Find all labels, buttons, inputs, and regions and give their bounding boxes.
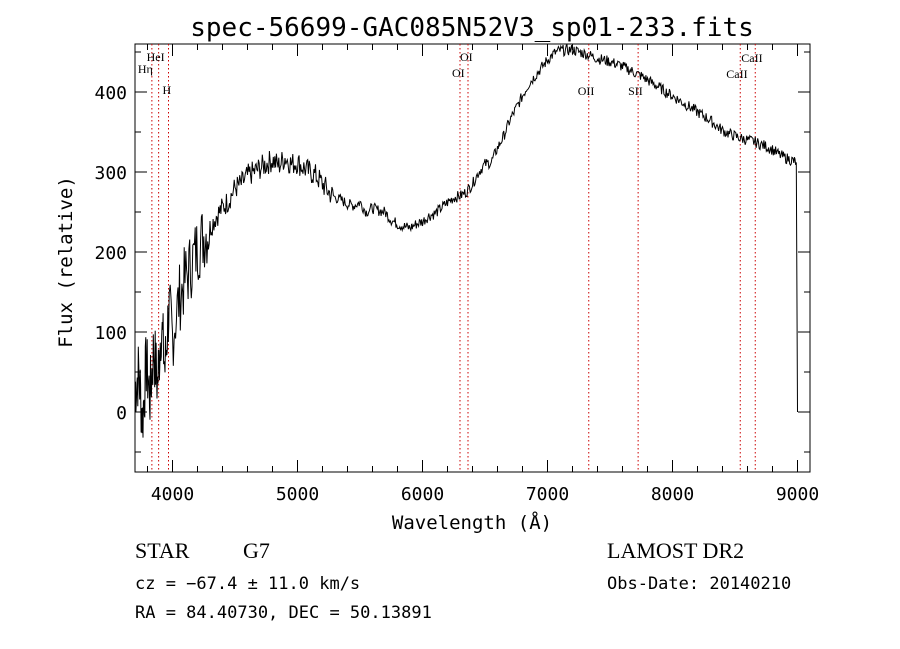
spectrum-line — [134, 44, 798, 438]
x-axis-label: Wavelength (Å) — [392, 511, 552, 534]
line-marker-label: CaII — [741, 51, 762, 65]
y-tick-label: 400 — [94, 83, 127, 104]
y-tick-label: 100 — [94, 323, 127, 344]
x-tick-label: 4000 — [151, 484, 194, 505]
survey-name: LAMOST DR2 — [607, 538, 745, 563]
x-tick-label: 9000 — [776, 484, 819, 505]
object-subclass: G7 — [243, 538, 270, 563]
y-tick-label: 200 — [94, 243, 127, 264]
line-marker-label: OII — [578, 84, 595, 98]
y-tick-label: 0 — [116, 403, 127, 424]
obs-date: Obs-Date: 20140210 — [607, 574, 792, 594]
line-marker-label: OI — [452, 66, 465, 80]
line-marker-label: Hη — [138, 62, 153, 76]
x-tick-label: 5000 — [276, 484, 319, 505]
coordinates-text: RA = 84.40730, DEC = 50.13891 — [135, 603, 432, 623]
line-marker-label: H — [163, 83, 172, 97]
line-marker-label: SII — [628, 84, 643, 98]
chart-title: spec-56699-GAC085N52V3_sp01-233.fits — [190, 13, 754, 43]
line-marker-label: CaII — [726, 67, 747, 81]
redshift-text: cz = −67.4 ± 11.0 km/s — [135, 574, 361, 594]
axes: 4000 5000 6000 7000 8000 9000 0 100 200 300 400 — [94, 44, 819, 505]
object-class: STAR — [135, 538, 190, 563]
x-tick-label: 7000 — [526, 484, 569, 505]
line-marker-label: HeI — [147, 50, 165, 64]
y-axis-label: Flux (relative) — [55, 176, 77, 348]
x-tick-label: 6000 — [401, 484, 444, 505]
plot-frame — [134, 43, 811, 473]
line-marker-label: OI — [460, 50, 473, 64]
y-tick-label: 300 — [94, 163, 127, 184]
x-tick-label: 8000 — [651, 484, 694, 505]
